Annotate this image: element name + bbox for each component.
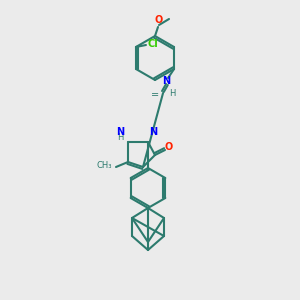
Text: N: N <box>116 127 124 137</box>
Text: N: N <box>149 127 157 137</box>
Text: Cl: Cl <box>148 39 159 49</box>
Text: O: O <box>165 142 173 152</box>
Text: H: H <box>169 88 176 98</box>
Text: H: H <box>117 134 123 142</box>
Text: O: O <box>155 15 163 25</box>
Text: =: = <box>151 90 159 100</box>
Text: N: N <box>162 76 170 86</box>
Text: CH₃: CH₃ <box>97 160 112 169</box>
